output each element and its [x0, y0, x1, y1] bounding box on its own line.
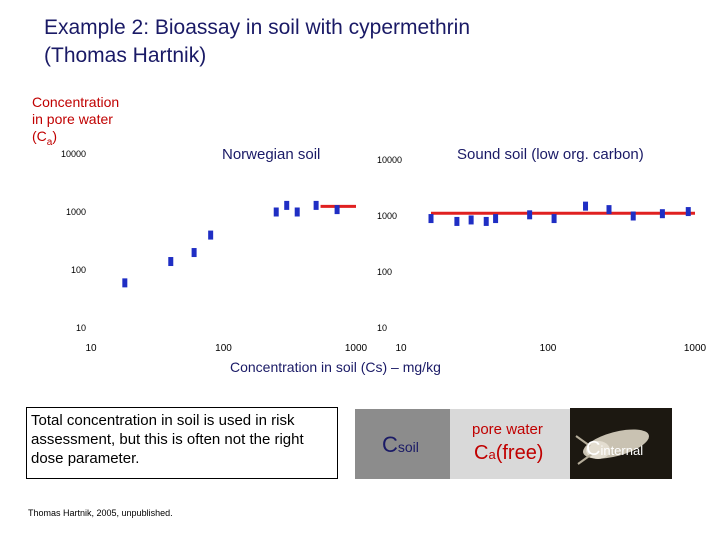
- data-point: [685, 207, 691, 217]
- cinternal-label: Cinternal: [586, 438, 643, 461]
- ca-free-label: Ca(free): [474, 442, 543, 465]
- y-tick-label: 1000: [66, 207, 86, 217]
- ylabel-line-2: in pore water: [32, 111, 113, 127]
- pore-water-label: pore water: [472, 421, 543, 438]
- x-tick-label: 100: [215, 343, 232, 354]
- data-point: [208, 230, 214, 240]
- ylabel-prefix: (C: [32, 128, 47, 144]
- data-point: [468, 215, 474, 225]
- data-point: [630, 211, 636, 221]
- x-tick-label: 10: [85, 343, 97, 354]
- y-tick-label: 100: [377, 267, 392, 277]
- ylabel-sub: a: [46, 136, 53, 148]
- x-tick-label: 1000: [345, 343, 368, 354]
- ca-sub: a: [488, 447, 496, 462]
- data-point: [122, 278, 128, 288]
- ylabel-line-1: Concentration: [32, 94, 120, 110]
- data-point: [284, 200, 290, 210]
- data-point: [191, 248, 197, 258]
- cint-main: C: [586, 438, 601, 460]
- data-point: [273, 207, 279, 217]
- pore-water-panel: [450, 409, 570, 479]
- soil-panel: [355, 409, 450, 479]
- data-point: [334, 205, 340, 215]
- csoil-label: Csoil: [382, 432, 419, 458]
- data-point: [583, 201, 589, 211]
- x-tick-label: 1000: [684, 343, 707, 354]
- csoil-main: C: [382, 432, 398, 457]
- data-point: [606, 205, 612, 215]
- source-citation: Thomas Hartnik, 2005, unpublished.: [28, 508, 173, 518]
- y-tick-label: 1000: [377, 211, 397, 221]
- note-box: Total concentration in soil is used in r…: [26, 407, 338, 479]
- ca-main: C: [474, 442, 489, 464]
- title-line-1: Example 2: Bioassay in soil with cyperme…: [44, 16, 471, 39]
- slide-title: Example 2: Bioassay in soil with cyperme…: [44, 14, 644, 70]
- springtail-image: [575, 429, 649, 465]
- x-tick-label: 10: [395, 343, 407, 354]
- data-point: [428, 214, 434, 224]
- data-point: [454, 216, 460, 226]
- ylabel-line-3: (Ca): [32, 128, 152, 151]
- csoil-sub: soil: [397, 439, 419, 455]
- charts-svg: 10 100 1000 10000 10 100 1000 10 100 1000 10000 10 1…: [61, 149, 707, 354]
- data-point: [551, 214, 557, 224]
- y-tick-label: 10: [76, 323, 86, 333]
- x-tick-label: 100: [540, 343, 557, 354]
- y-tick-label: 10: [377, 323, 387, 333]
- ylabel-suffix: ): [52, 128, 58, 144]
- x-axis-label: Concentration in soil (Cs) – mg/kg: [230, 359, 441, 375]
- y-tick-label: 10000: [377, 155, 402, 165]
- data-point: [527, 210, 533, 220]
- ca-free: (free): [495, 442, 544, 464]
- data-point: [493, 214, 499, 224]
- chart-title-sound: Sound soil (low org. carbon): [457, 146, 644, 163]
- y-tick-label: 100: [71, 265, 86, 275]
- data-point: [659, 209, 665, 219]
- data-point: [483, 216, 489, 226]
- chart-title-norwegian: Norwegian soil: [222, 146, 321, 163]
- title-line-2: (Thomas Hartnik): [44, 44, 207, 67]
- cint-sub: internal: [600, 443, 644, 458]
- data-point: [168, 257, 174, 267]
- y-axis-label: Concentration in pore water (Ca): [32, 94, 152, 151]
- organism-photo: [570, 408, 672, 479]
- data-point: [313, 200, 319, 210]
- y-tick-label: 10000: [61, 149, 86, 159]
- data-point: [294, 207, 300, 217]
